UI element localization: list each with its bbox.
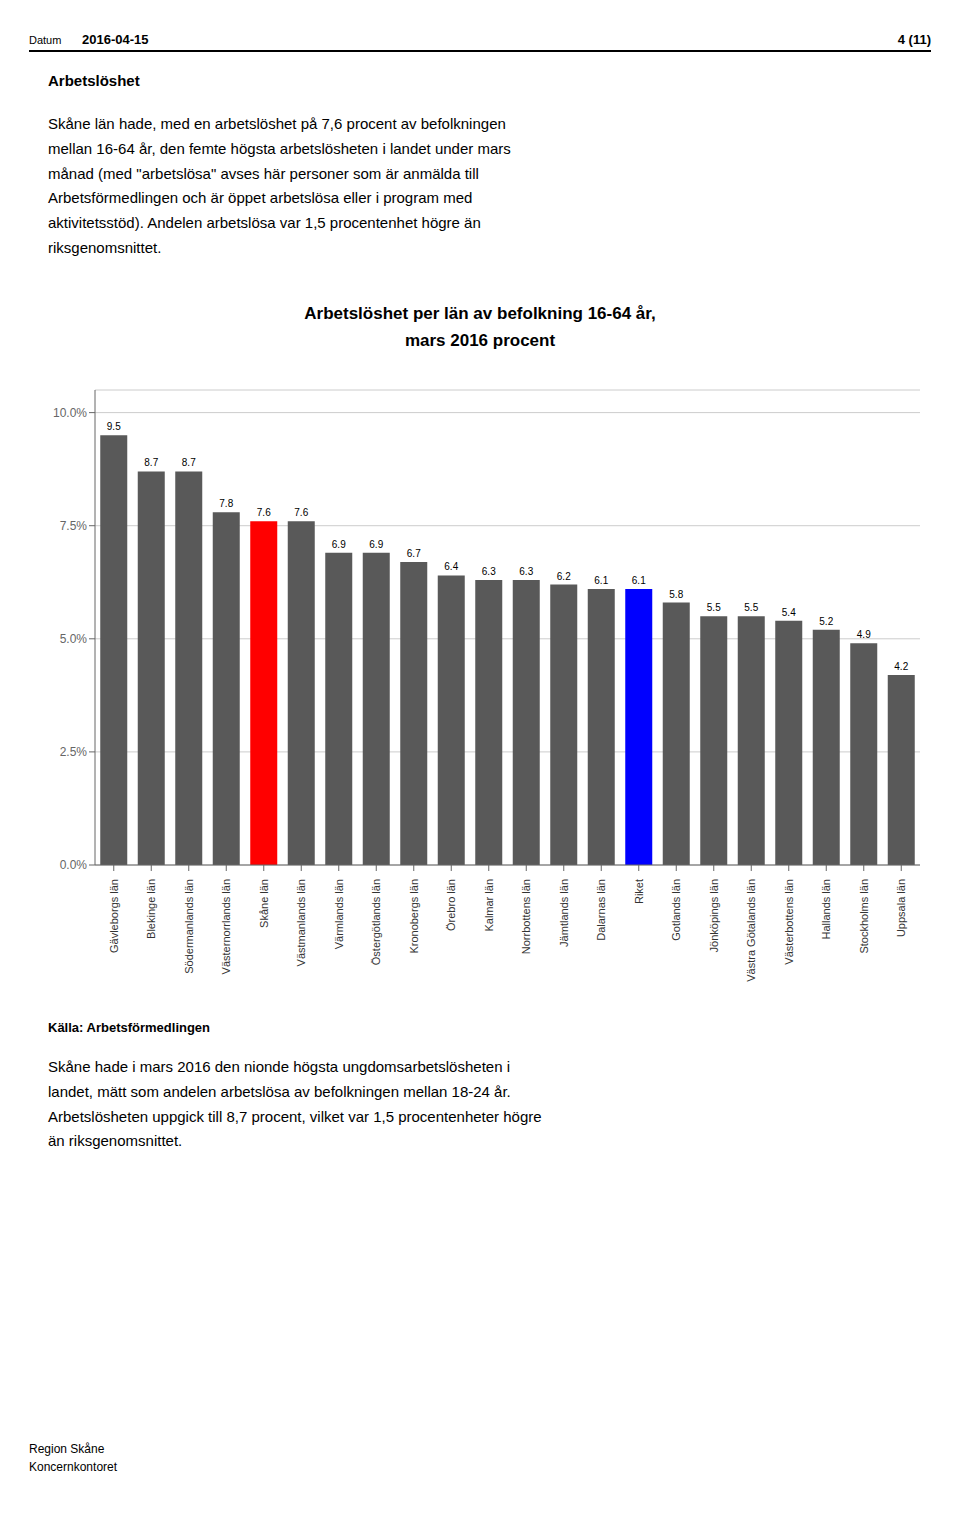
svg-text:5.2: 5.2 xyxy=(819,616,833,627)
svg-text:8.7: 8.7 xyxy=(144,457,158,468)
svg-text:8.7: 8.7 xyxy=(182,457,196,468)
svg-text:Gotlands län: Gotlands län xyxy=(670,879,682,941)
svg-text:Västerbottens län: Västerbottens län xyxy=(783,879,795,965)
html-text:Region Skåne Koncernkontoret: Region Skåne Koncernkontoret xyxy=(29,1442,118,1474)
svg-text:Jämtlands län: Jämtlands län xyxy=(558,879,570,947)
svg-text:6.9: 6.9 xyxy=(369,539,383,550)
svg-text:Västmanlands län: Västmanlands län xyxy=(295,879,307,966)
svg-text:Riket: Riket xyxy=(633,879,645,904)
svg-text:5.8: 5.8 xyxy=(669,589,683,600)
svg-text:Dalarnas län: Dalarnas län xyxy=(595,879,607,941)
svg-text:9.5: 9.5 xyxy=(107,421,121,432)
svg-text:6.7: 6.7 xyxy=(407,548,421,559)
svg-text:7.5%: 7.5% xyxy=(60,519,88,533)
svg-text:Stockholms län: Stockholms län xyxy=(858,879,870,954)
svg-text:Norrbottens län: Norrbottens län xyxy=(520,879,532,954)
svg-text:Hallands län: Hallands län xyxy=(820,879,832,940)
svg-text:7.6: 7.6 xyxy=(294,507,308,518)
svg-text:6.4: 6.4 xyxy=(444,561,458,572)
html-text:mars 2016 procent: mars 2016 procent xyxy=(404,331,556,351)
svg-text:Skåne län: Skåne län xyxy=(258,879,270,928)
svg-text:Västernorrlands län: Västernorrlands län xyxy=(220,879,232,974)
html-text:Datum: Datum xyxy=(29,34,62,46)
svg-text:5.5: 5.5 xyxy=(707,602,721,613)
svg-text:6.1: 6.1 xyxy=(632,575,646,586)
svg-text:6.1: 6.1 xyxy=(594,575,608,586)
svg-text:7.6: 7.6 xyxy=(257,507,271,518)
svg-text:Kalmar län: Kalmar län xyxy=(483,879,495,932)
html-text:Arbetslöshet: Arbetslöshet xyxy=(48,72,140,89)
svg-text:2.5%: 2.5% xyxy=(60,745,88,759)
svg-text:Uppsala län: Uppsala län xyxy=(895,879,907,937)
html-text:Arbetslöshet per län av befolk: Arbetslöshet per län av befolkning 16-64… xyxy=(304,304,656,323)
html-text:Skåne hade i mars 2016 den nio: Skåne hade i mars 2016 den nionde högsta… xyxy=(48,1058,542,1150)
html-text:4 (11): 4 (11) xyxy=(897,32,931,47)
html-text:2016-04-15: 2016-04-15 xyxy=(82,32,149,47)
svg-text:Örebro län: Örebro län xyxy=(445,879,457,931)
svg-text:Blekinge län: Blekinge län xyxy=(145,879,157,939)
svg-text:10.0%: 10.0% xyxy=(53,406,87,420)
svg-text:Kronobergs län: Kronobergs län xyxy=(408,879,420,954)
svg-text:5.0%: 5.0% xyxy=(60,632,88,646)
svg-text:0.0%: 0.0% xyxy=(60,858,88,872)
svg-text:5.4: 5.4 xyxy=(782,607,796,618)
svg-text:5.5: 5.5 xyxy=(744,602,758,613)
svg-text:6.3: 6.3 xyxy=(482,566,496,577)
svg-text:Västra Götalands län: Västra Götalands län xyxy=(745,879,757,982)
html-text:Källa: Arbetsförmedlingen: Källa: Arbetsförmedlingen xyxy=(48,1020,210,1035)
html-text:Skåne län hade, med en arbetsl: Skåne län hade, med en arbetslöshet på 7… xyxy=(48,115,511,256)
svg-text:4.2: 4.2 xyxy=(894,661,908,672)
svg-text:Jönköpings län: Jönköpings län xyxy=(708,879,720,952)
svg-text:6.9: 6.9 xyxy=(332,539,346,550)
svg-text:Östergötlands län: Östergötlands län xyxy=(370,879,382,965)
svg-text:Värmlands län: Värmlands län xyxy=(333,879,345,949)
svg-text:4.9: 4.9 xyxy=(857,629,871,640)
svg-text:Gävleborgs län: Gävleborgs län xyxy=(108,879,120,953)
svg-text:6.2: 6.2 xyxy=(557,571,571,582)
svg-text:Södermanlands län: Södermanlands län xyxy=(183,879,195,974)
svg-text:7.8: 7.8 xyxy=(219,498,233,509)
svg-text:6.3: 6.3 xyxy=(519,566,533,577)
